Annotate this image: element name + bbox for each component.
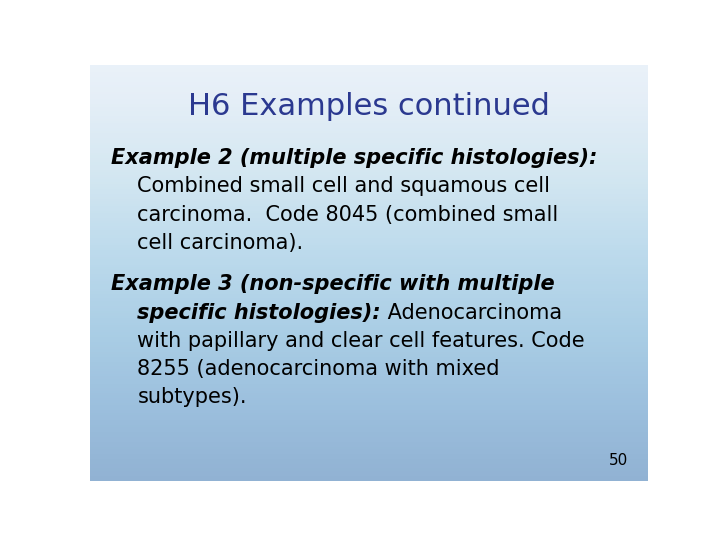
Text: with papillary and clear cell features. Code: with papillary and clear cell features. … xyxy=(138,331,585,351)
Text: Adenocarcinoma: Adenocarcinoma xyxy=(381,302,562,322)
Text: 8255 (adenocarcinoma with mixed: 8255 (adenocarcinoma with mixed xyxy=(138,359,500,379)
Text: specific histologies):: specific histologies): xyxy=(138,302,381,322)
Text: Combined small cell and squamous cell: Combined small cell and squamous cell xyxy=(138,176,550,196)
Text: H6 Examples continued: H6 Examples continued xyxy=(188,92,550,121)
Text: 50: 50 xyxy=(609,453,629,468)
Text: Example 3 (non-specific with multiple: Example 3 (non-specific with multiple xyxy=(111,274,555,294)
Text: Example 2 (multiple specific histologies):: Example 2 (multiple specific histologies… xyxy=(111,148,598,168)
Text: subtypes).: subtypes). xyxy=(138,388,247,408)
Text: cell carcinoma).: cell carcinoma). xyxy=(138,233,304,253)
Text: carcinoma.  Code 8045 (combined small: carcinoma. Code 8045 (combined small xyxy=(138,205,559,225)
